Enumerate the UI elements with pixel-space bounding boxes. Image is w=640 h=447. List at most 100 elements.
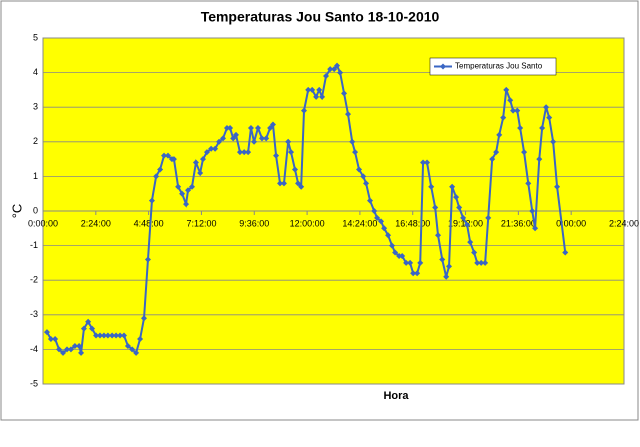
point-marker bbox=[280, 180, 287, 187]
point-marker bbox=[120, 332, 127, 339]
point-marker bbox=[341, 90, 348, 97]
point-marker bbox=[199, 156, 206, 163]
y-axis-label: °C bbox=[9, 204, 24, 219]
point-marker bbox=[414, 270, 421, 277]
point-marker bbox=[220, 135, 227, 142]
point-marker bbox=[100, 332, 107, 339]
point-marker bbox=[432, 204, 439, 211]
point-marker bbox=[56, 346, 63, 353]
point-marker bbox=[439, 256, 446, 263]
x-tick-label: 16:48:00 bbox=[395, 218, 430, 228]
point-marker bbox=[227, 124, 234, 131]
point-marker bbox=[446, 263, 453, 270]
y-tick-label: 5 bbox=[33, 32, 38, 42]
point-marker bbox=[273, 152, 280, 159]
y-tick-label: 1 bbox=[33, 171, 38, 181]
y-tick-label: -3 bbox=[30, 309, 38, 319]
point-marker bbox=[109, 332, 116, 339]
point-marker bbox=[521, 149, 528, 156]
point-marker bbox=[456, 204, 463, 211]
point-marker bbox=[85, 318, 92, 325]
point-marker bbox=[212, 145, 219, 152]
point-marker bbox=[179, 190, 186, 197]
point-marker bbox=[392, 249, 399, 256]
point-marker bbox=[309, 86, 316, 93]
point-marker bbox=[550, 138, 557, 145]
chart-title: Temperaturas Jou Santo 18-10-2010 bbox=[201, 9, 440, 25]
point-marker bbox=[410, 270, 417, 277]
x-tick-label: 2:24:00 bbox=[609, 218, 639, 228]
point-marker bbox=[510, 107, 517, 114]
y-tick-label: 0 bbox=[33, 205, 38, 215]
point-marker bbox=[78, 349, 85, 356]
x-tick-label: 12:00:00 bbox=[290, 218, 325, 228]
point-marker bbox=[474, 259, 481, 266]
point-marker bbox=[378, 218, 385, 225]
point-marker bbox=[305, 86, 312, 93]
point-marker bbox=[367, 197, 374, 204]
point-marker bbox=[183, 201, 190, 208]
point-marker bbox=[385, 232, 392, 239]
point-marker bbox=[424, 159, 431, 166]
y-tick-label: 3 bbox=[33, 102, 38, 112]
point-marker bbox=[157, 166, 164, 173]
point-marker bbox=[464, 221, 471, 228]
point-marker bbox=[144, 256, 151, 263]
point-marker bbox=[291, 166, 298, 173]
x-tick-label: 4:48:00 bbox=[134, 218, 164, 228]
point-marker bbox=[543, 104, 550, 111]
point-marker bbox=[267, 124, 274, 131]
point-marker bbox=[104, 332, 111, 339]
point-marker bbox=[331, 66, 338, 73]
point-marker bbox=[449, 183, 456, 190]
point-marker bbox=[76, 342, 83, 349]
point-marker bbox=[489, 156, 496, 163]
point-marker bbox=[258, 135, 265, 142]
point-marker bbox=[389, 242, 396, 249]
point-marker bbox=[245, 149, 252, 156]
point-marker bbox=[188, 183, 195, 190]
y-tick-label: -2 bbox=[30, 275, 38, 285]
point-marker bbox=[236, 149, 243, 156]
point-marker bbox=[399, 252, 406, 259]
point-marker bbox=[349, 138, 356, 145]
point-marker bbox=[255, 124, 262, 131]
point-marker bbox=[63, 346, 70, 353]
point-marker bbox=[453, 194, 460, 201]
y-tick-label: -1 bbox=[30, 240, 38, 250]
point-marker bbox=[47, 336, 54, 343]
point-marker bbox=[96, 332, 103, 339]
point-marker bbox=[277, 180, 284, 187]
point-marker bbox=[507, 97, 514, 104]
point-marker bbox=[241, 149, 248, 156]
x-tick-label: 14:24:00 bbox=[342, 218, 377, 228]
point-marker bbox=[269, 121, 276, 128]
point-marker bbox=[60, 349, 67, 356]
point-marker bbox=[525, 180, 532, 187]
point-marker bbox=[251, 138, 258, 145]
point-marker bbox=[80, 325, 87, 332]
point-marker bbox=[536, 156, 543, 163]
point-marker bbox=[313, 93, 320, 100]
point-marker bbox=[403, 259, 410, 266]
point-marker bbox=[371, 208, 378, 214]
point-marker bbox=[352, 149, 359, 156]
point-marker bbox=[124, 342, 131, 349]
point-marker bbox=[67, 346, 74, 353]
point-marker bbox=[381, 225, 388, 232]
point-marker bbox=[496, 131, 503, 138]
point-marker bbox=[539, 124, 546, 131]
point-marker bbox=[133, 349, 140, 356]
point-marker bbox=[532, 225, 539, 232]
point-marker bbox=[435, 232, 442, 239]
point-marker bbox=[192, 159, 199, 166]
point-marker bbox=[117, 332, 124, 339]
y-tick-label: 4 bbox=[33, 67, 38, 77]
x-axis-label: Hora bbox=[383, 390, 409, 402]
point-marker bbox=[428, 183, 435, 190]
point-marker bbox=[165, 152, 172, 159]
point-marker bbox=[482, 259, 489, 266]
point-marker bbox=[285, 138, 292, 145]
point-marker bbox=[52, 336, 59, 343]
point-marker bbox=[197, 169, 204, 176]
